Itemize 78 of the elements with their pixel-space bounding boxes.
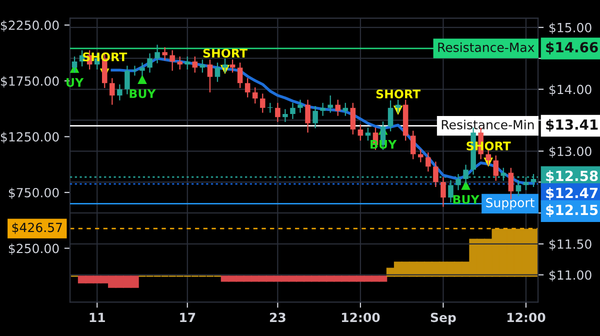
text: $12.15	[546, 204, 598, 217]
candlestick	[320, 102, 326, 116]
candlestick	[335, 99, 341, 116]
candlestick	[222, 58, 228, 74]
text: $13.41	[546, 119, 598, 132]
y2-tick-label: $13.00	[549, 146, 592, 158]
candlestick	[154, 44, 160, 64]
candlestick	[184, 56, 190, 70]
ref-line-label: Resistance-Max	[438, 42, 534, 52]
y2-tick-label: $11.00	[549, 270, 592, 282]
y-tick-label: $1250.00	[0, 132, 59, 144]
ref-line-label: $426.57	[12, 222, 62, 234]
candlestick	[342, 102, 348, 116]
candlestick	[426, 152, 431, 172]
candlestick	[140, 62, 145, 76]
text: $14.66	[546, 42, 598, 54]
candlestick	[177, 56, 183, 70]
candlestick	[207, 59, 213, 93]
ref-line-label: Support	[486, 198, 534, 210]
candlestick	[244, 78, 250, 98]
candlestick	[440, 176, 446, 208]
candlestick	[350, 102, 356, 135]
candlestick	[162, 46, 168, 61]
candlestick	[290, 102, 296, 120]
candlestick	[388, 100, 394, 132]
data-label: UY	[66, 78, 84, 87]
candlestick	[433, 161, 438, 188]
candlestick	[312, 105, 318, 129]
candlestick	[268, 102, 273, 114]
candlestick	[252, 86, 258, 104]
data-label: BUY	[453, 195, 480, 204]
y2-tick-label: $11.50	[549, 239, 592, 251]
ref-line-label: Resistance-Min	[442, 120, 534, 130]
y2-tick-label: $14.00	[549, 84, 592, 96]
y-tick-label: $250.00	[8, 244, 59, 255]
candlestick	[110, 78, 115, 106]
x-tick-label: 11	[90, 312, 105, 322]
candlestick	[72, 56, 78, 74]
ref-line-label: $12.58	[546, 170, 598, 183]
candlestick	[395, 99, 401, 114]
x-tick-label: 12:00	[508, 312, 546, 322]
candlestick	[117, 84, 122, 101]
candlestick	[358, 124, 364, 142]
candlestick	[124, 65, 130, 95]
candlestick	[516, 180, 522, 197]
point	[461, 180, 470, 190]
candlestick	[260, 93, 266, 114]
candlestick	[410, 130, 416, 160]
candlestick	[214, 62, 220, 82]
candlestick	[486, 148, 491, 166]
candlestick	[237, 62, 243, 89]
candlestick	[275, 102, 280, 123]
x-tick-label: 23	[270, 312, 286, 322]
candlestick	[448, 180, 454, 204]
candlestick	[200, 59, 206, 74]
candlestick	[365, 127, 371, 142]
x-tick-label: 12:00	[342, 312, 380, 322]
candlestick	[147, 52, 152, 74]
candlestick	[170, 50, 175, 72]
point	[138, 74, 147, 84]
x-tick-label: Sep	[430, 312, 456, 325]
x-tick-label: 17	[180, 312, 196, 322]
candlestick	[418, 148, 424, 163]
y-tick-label: $750.00	[8, 188, 59, 200]
y-tick-label: $1750.00	[0, 76, 59, 88]
y2-tick-label: $15.00	[549, 22, 592, 34]
candlestick	[192, 56, 198, 74]
candlestick	[282, 108, 288, 123]
candlestick	[305, 99, 310, 134]
candlestick	[230, 59, 236, 74]
candlestick	[328, 94, 333, 114]
candlestick	[298, 99, 303, 114]
ref-line-label: $12.47	[546, 187, 598, 200]
candlestick	[493, 154, 499, 182]
data-label: BUY	[130, 89, 156, 98]
y-tick-label: $2250.00	[0, 20, 59, 32]
data-label: SHORT	[376, 90, 421, 98]
data-label: SHORT	[203, 48, 248, 58]
